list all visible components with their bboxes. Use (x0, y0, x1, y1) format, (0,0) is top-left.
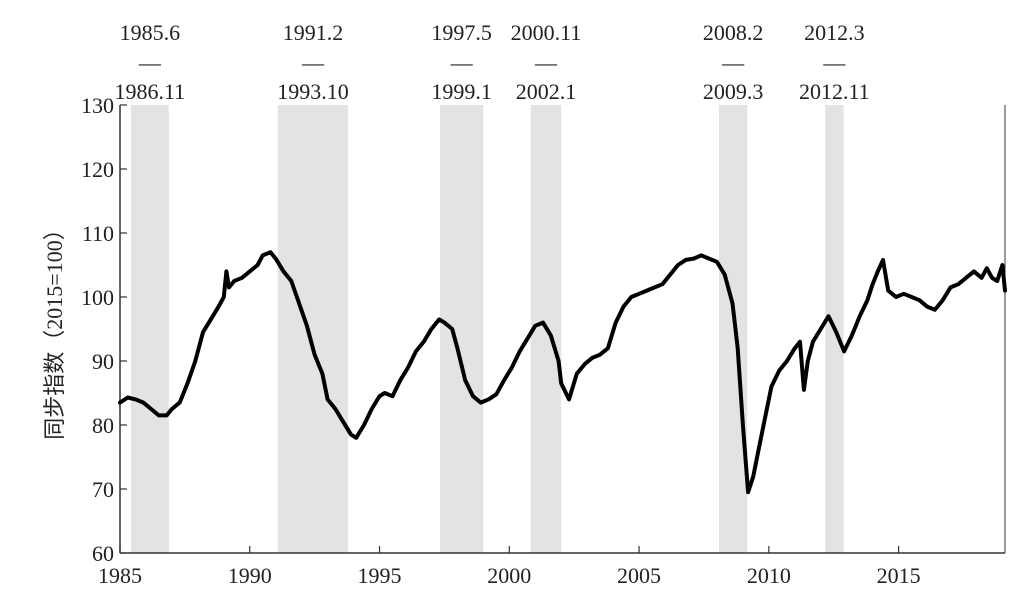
period-start-label: 2000.11 (511, 20, 582, 45)
x-tick-label: 1990 (228, 563, 272, 588)
period-dash: — (721, 50, 745, 75)
y-tick-label: 90 (92, 349, 114, 374)
period-dash: — (534, 50, 558, 75)
recession-band (130, 105, 169, 553)
recession-band (277, 105, 349, 553)
y-tick-label: 110 (82, 221, 114, 246)
period-dash: — (822, 50, 846, 75)
period-end-label: 2009.3 (703, 79, 764, 104)
period-start-label: 2012.3 (804, 20, 865, 45)
period-dash: — (301, 50, 325, 75)
recession-band (440, 105, 484, 553)
x-tick-label: 2000 (487, 563, 531, 588)
y-tick-label: 130 (81, 93, 114, 118)
period-end-label: 1986.11 (115, 79, 186, 104)
period-end-label: 2012.11 (799, 79, 870, 104)
tick-layer: 60 70 80 90 100 110 120 130 1985 1990 1995 2000 2005… (81, 93, 921, 588)
recession-shading-layer (130, 105, 844, 553)
x-tick-label: 2015 (877, 563, 921, 588)
recession-band (718, 105, 748, 553)
period-dash: — (450, 50, 474, 75)
y-tick-label: 100 (81, 285, 114, 310)
series-line (118, 250, 1007, 495)
period-start-label: 1985.6 (120, 20, 181, 45)
y-axis-label: 同步指数（2015=100） (42, 218, 67, 439)
series-layer (118, 250, 1007, 495)
x-tick-label: 2005 (617, 563, 661, 588)
period-end-label: 1999.1 (431, 79, 492, 104)
period-end-label: 2002.1 (516, 79, 577, 104)
period-start-label: 1997.5 (431, 20, 492, 45)
period-label-layer: 1985.6 — 1986.11 1991.2 — 1993.10 1997.5 — 1999.… (115, 20, 870, 104)
x-tick-label: 2010 (747, 563, 791, 588)
period-start-label: 2008.2 (703, 20, 764, 45)
x-tick-label: 1985 (98, 563, 142, 588)
period-dash: — (138, 50, 162, 75)
period-end-label: 1993.10 (277, 79, 349, 104)
y-tick-label: 70 (92, 477, 114, 502)
y-tick-label: 60 (92, 541, 114, 566)
y-tick-label: 120 (81, 157, 114, 182)
axes (119, 105, 1006, 554)
x-tick-label: 1995 (358, 563, 402, 588)
y-tick-label: 80 (92, 413, 114, 438)
period-start-label: 1991.2 (283, 20, 344, 45)
